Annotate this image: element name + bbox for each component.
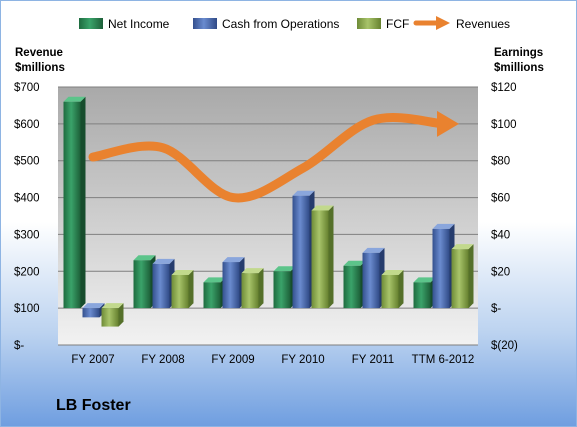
- bar-net-income: [343, 260, 366, 309]
- legend-label-net-income: Net Income: [108, 17, 170, 31]
- bar-fcf: [101, 303, 124, 327]
- legend-label-fcf: FCF: [386, 17, 409, 31]
- right-tick-label: $80: [491, 156, 510, 168]
- revenues-arrowhead: [437, 110, 459, 137]
- category-label: FY 2009: [211, 354, 254, 366]
- legend-swatch-fcf: [357, 18, 381, 29]
- category-label: FY 2007: [71, 354, 114, 366]
- left-tick-label: $500: [14, 156, 40, 168]
- right-tick-label: $60: [491, 193, 510, 205]
- bar-net-income: [133, 255, 156, 309]
- plot-area: [58, 87, 478, 345]
- category-label: FY 2011: [352, 354, 394, 366]
- bar-net-income: [63, 96, 86, 309]
- bar-net-income: [203, 277, 226, 309]
- bar-fcf: [311, 205, 334, 309]
- bar-cash-from-operations: [222, 257, 245, 309]
- category-label: FY 2010: [281, 354, 324, 366]
- left-axis-title-line1: Revenue: [15, 47, 63, 59]
- legend-swatch-revenues: [413, 16, 450, 30]
- left-tick-label: $600: [14, 119, 40, 131]
- legend: Net Income Cash from Operations FCF Reve…: [79, 16, 510, 31]
- right-tick-label: $120: [491, 82, 517, 94]
- left-tick-label: $400: [14, 193, 40, 205]
- left-tick-label: $700: [14, 82, 40, 94]
- bar-cash-from-operations: [292, 190, 315, 309]
- right-tick-label: $20: [491, 266, 510, 278]
- bar-fcf: [171, 269, 194, 309]
- left-tick-label: $300: [14, 229, 40, 241]
- right-tick-label: $-: [491, 303, 501, 315]
- bars: [63, 96, 474, 327]
- category-label: TTM 6-2012: [412, 354, 475, 366]
- legend-label-revenues: Revenues: [456, 17, 510, 31]
- left-tick-label: $-: [14, 340, 24, 352]
- bar-cash-from-operations: [432, 223, 455, 309]
- right-tick-label: $(20): [491, 340, 518, 352]
- left-tick-label: $200: [14, 266, 40, 278]
- bar-fcf: [241, 268, 264, 309]
- left-axis-title-line2: $millions: [15, 62, 65, 74]
- bar-cash-from-operations: [152, 258, 175, 309]
- left-tick-label: $100: [14, 303, 40, 315]
- gridlines: [58, 86, 478, 346]
- bar-net-income: [273, 266, 296, 309]
- revenue-line-layer: [88, 110, 459, 203]
- legend-swatch-net-income: [79, 18, 103, 29]
- bar-fcf: [451, 244, 474, 309]
- right-tick-label: $100: [491, 119, 517, 131]
- category-labels: FY 2007 FY 2008 FY 2009 FY 2010 FY 2011 TTM 6…: [71, 354, 474, 366]
- legend-label-cash-from-operations: Cash from Operations: [222, 17, 339, 31]
- bar-cash-from-operations: [362, 247, 385, 309]
- right-tick-label: $40: [491, 229, 510, 241]
- right-axis-ticks: $120 $100 $80 $60 $40 $20 $- $(20): [491, 82, 518, 352]
- legend-swatch-cash-from-operations: [193, 18, 217, 29]
- right-axis-title-line2: $millions: [494, 62, 544, 74]
- bar-net-income: [413, 277, 436, 309]
- right-axis-title-line1: Earnings: [494, 47, 543, 59]
- bar-fcf: [381, 269, 404, 309]
- category-label: FY 2008: [141, 354, 184, 366]
- left-axis-ticks: $700 $600 $500 $400 $300 $200 $100 $-: [14, 82, 40, 352]
- bar-cash-from-operations: [82, 303, 105, 318]
- revenues-line: [88, 113, 448, 203]
- company-name: LB Foster: [56, 397, 131, 414]
